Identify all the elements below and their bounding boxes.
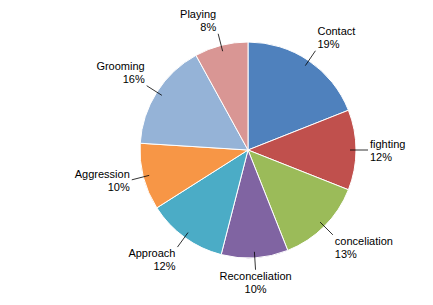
data-label: 10% xyxy=(245,283,267,295)
leader-line xyxy=(305,51,315,66)
slice-label: Contact xyxy=(317,25,355,37)
data-label: 8% xyxy=(200,21,216,33)
leader-line xyxy=(254,252,255,270)
leader-line xyxy=(132,175,149,179)
leader-line xyxy=(350,150,368,151)
slice-label: Grooming xyxy=(96,60,144,72)
leader-line xyxy=(320,222,333,235)
labels: Contact19%fighting12%conceliation13%Reco… xyxy=(75,8,406,295)
data-label: 12% xyxy=(370,151,392,163)
slice-label: Aggression xyxy=(75,168,130,180)
slice-label: fighting xyxy=(370,138,405,150)
data-label: 16% xyxy=(123,73,145,85)
pie-slice xyxy=(140,143,248,208)
data-label: 10% xyxy=(108,181,130,193)
pie xyxy=(140,42,356,258)
slice-label: Approach xyxy=(128,247,175,259)
slice-label: Reconceliation xyxy=(219,270,291,282)
slice-label: Playing xyxy=(180,8,216,20)
pie-slice xyxy=(196,42,248,150)
leader-line xyxy=(177,233,188,248)
chart: Contact19%fighting12%conceliation13%Reco… xyxy=(0,0,433,305)
leader-line xyxy=(147,86,162,96)
data-label: 13% xyxy=(335,248,357,260)
data-label: 12% xyxy=(153,260,175,272)
leader-line xyxy=(218,34,222,51)
data-label: 19% xyxy=(317,38,339,50)
slice-label: conceliation xyxy=(335,235,393,247)
